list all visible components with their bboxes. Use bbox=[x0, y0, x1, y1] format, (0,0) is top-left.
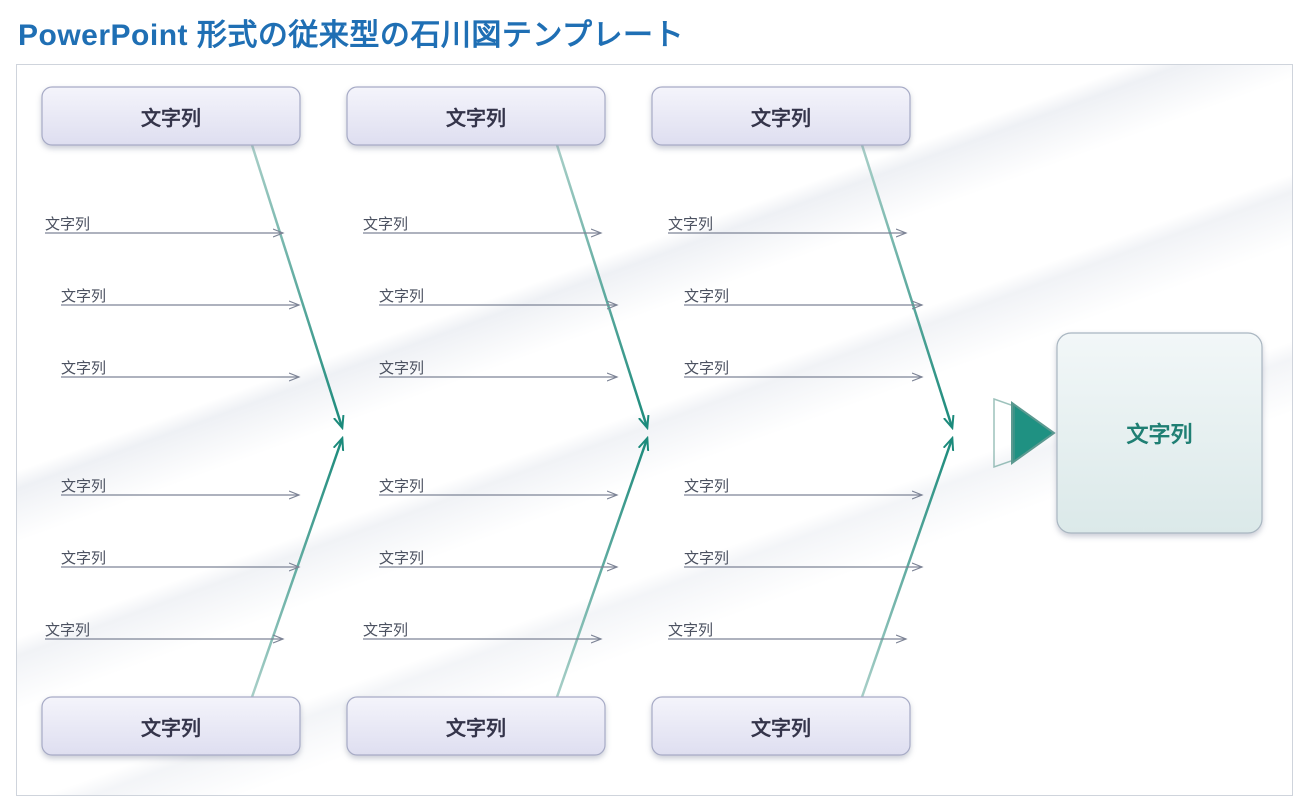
cause-label: 文字列 bbox=[379, 357, 424, 378]
category-box-top-0: 文字列 bbox=[42, 87, 300, 145]
cause-label: 文字列 bbox=[684, 475, 729, 496]
cause-label: 文字列 bbox=[684, 357, 729, 378]
cause-label: 文字列 bbox=[668, 619, 713, 640]
cause-label: 文字列 bbox=[61, 285, 106, 306]
category-box-top-1: 文字列 bbox=[347, 87, 605, 145]
cause-label: 文字列 bbox=[379, 285, 424, 306]
cause-label: 文字列 bbox=[684, 547, 729, 568]
effect-head-box: 文字列 bbox=[1057, 333, 1262, 533]
category-box-bottom-2: 文字列 bbox=[652, 697, 910, 755]
cause-label: 文字列 bbox=[61, 357, 106, 378]
category-box-bottom-0: 文字列 bbox=[42, 697, 300, 755]
cause-label: 文字列 bbox=[61, 547, 106, 568]
cause-label: 文字列 bbox=[61, 475, 106, 496]
cause-label: 文字列 bbox=[379, 547, 424, 568]
page-title: PowerPoint 形式の従来型の石川図テンプレート bbox=[18, 10, 1295, 54]
category-box-bottom-1: 文字列 bbox=[347, 697, 605, 755]
category-box-top-2: 文字列 bbox=[652, 87, 910, 145]
cause-label: 文字列 bbox=[379, 475, 424, 496]
cause-label: 文字列 bbox=[363, 619, 408, 640]
cause-label: 文字列 bbox=[45, 213, 90, 234]
cause-label: 文字列 bbox=[668, 213, 713, 234]
cause-label: 文字列 bbox=[45, 619, 90, 640]
cause-label: 文字列 bbox=[684, 285, 729, 306]
cause-label: 文字列 bbox=[363, 213, 408, 234]
diagram-frame: 文字列文字列文字列文字列文字列文字列文字列文字列文字列文字列文字列文字列文字列文… bbox=[16, 64, 1293, 796]
